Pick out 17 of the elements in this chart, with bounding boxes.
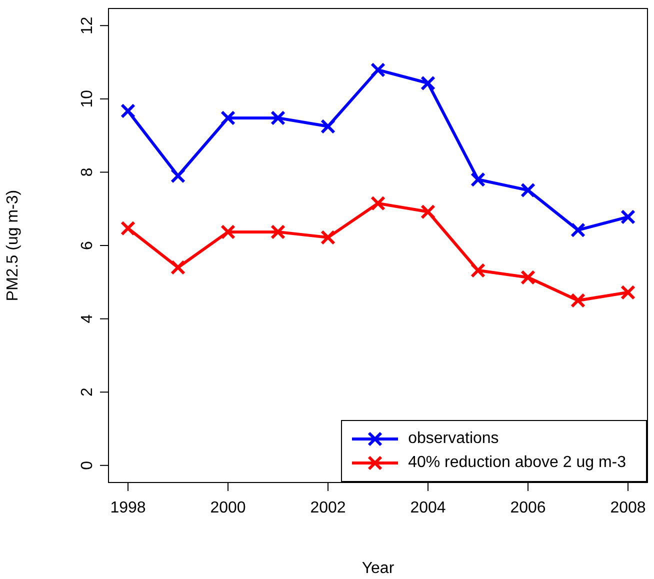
- y-tick-label: 4: [79, 314, 96, 324]
- x-tick-label: 2000: [210, 499, 246, 516]
- y-axis-title: PM2.5 (ug m-3): [4, 190, 22, 302]
- y-tick-label: 8: [79, 168, 96, 177]
- y-tick-label: 6: [79, 240, 96, 250]
- y-tick-label: 10: [79, 90, 96, 108]
- x-axis-title: Year: [362, 560, 395, 577]
- x-tick-label: 1998: [110, 499, 146, 516]
- y-tick-label: 12: [79, 16, 96, 34]
- x-tick-label: 2002: [310, 499, 346, 516]
- x-tick-label: 2004: [410, 499, 446, 516]
- legend-label: 40% reduction above 2 ug m-3: [408, 454, 626, 472]
- x-tick-label: 2008: [610, 499, 646, 516]
- y-tick-label: 2: [79, 388, 96, 397]
- y-tick-label: 0: [79, 460, 96, 470]
- x-tick-label: 2006: [510, 499, 546, 516]
- legend-label: observations: [408, 430, 499, 448]
